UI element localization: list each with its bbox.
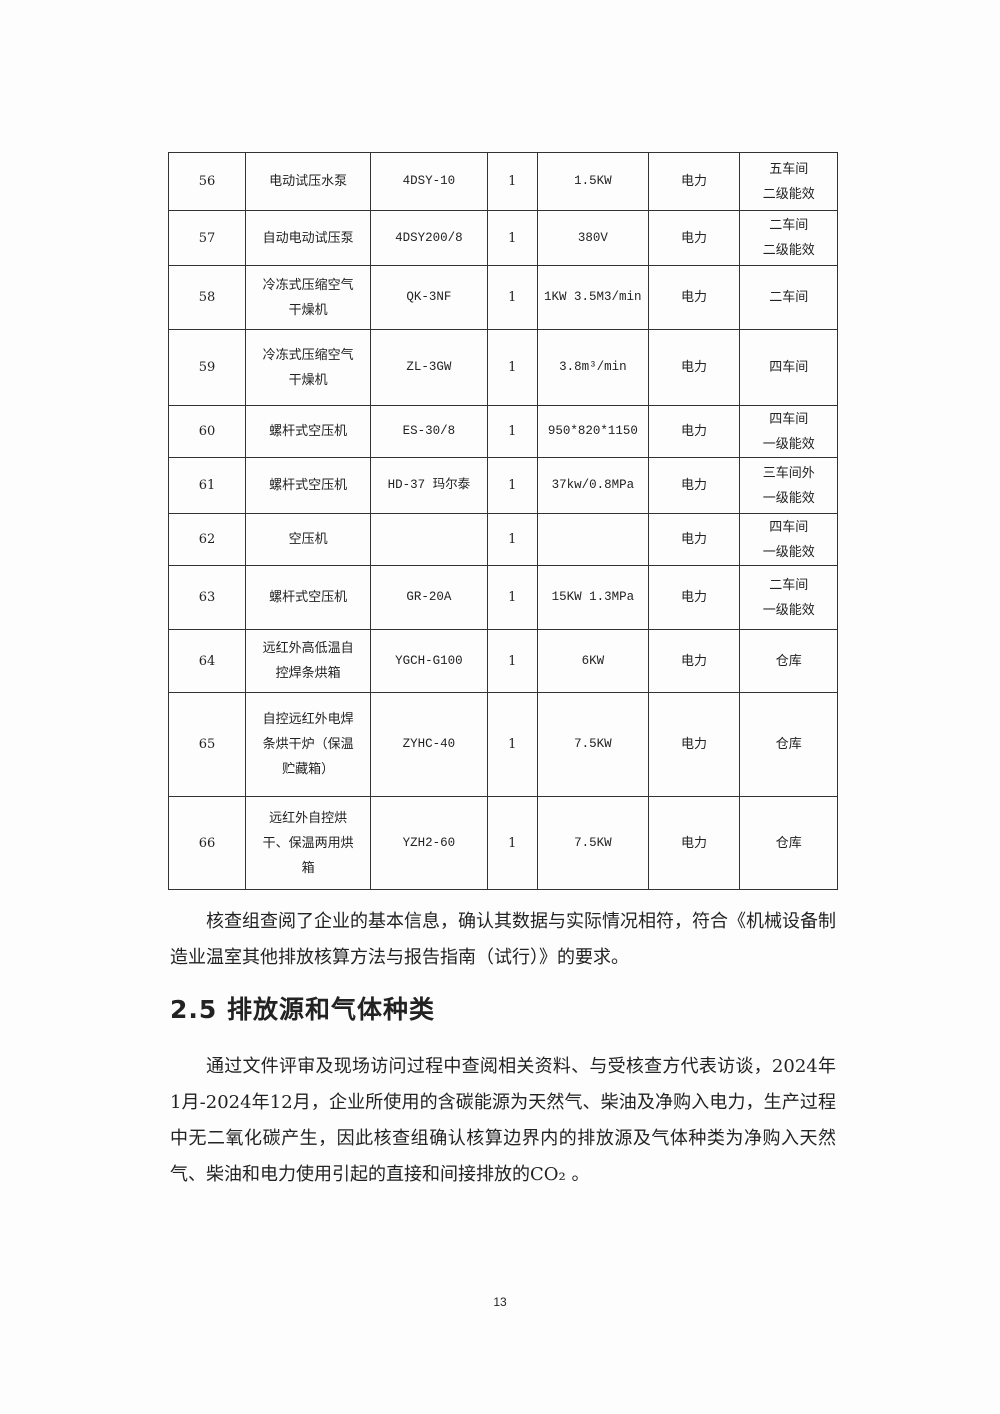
- cell-model: GR-20A: [370, 565, 488, 630]
- cell-location: 二车间: [739, 265, 838, 330]
- cell-location: 四车间 一级能效: [739, 513, 838, 566]
- cell-specification: [536, 513, 649, 566]
- table-row: 57 自动电动试压泵 4DSY200/8 1 380V 电力 二车间 二级能效: [167, 210, 838, 266]
- cell-energy-type: 电力: [647, 629, 741, 693]
- table-row: 64 远红外高低温自 控焊条烘箱 YGCH-G100 1 6KW 电力 仓库: [167, 629, 838, 693]
- cell-equipment-name: 螺杆式空压机: [245, 457, 372, 514]
- cell-energy-type: 电力: [647, 405, 741, 458]
- cell-specification: 7.5KW: [536, 692, 649, 797]
- cell-specification: 7.5KW: [536, 796, 649, 890]
- cell-energy-type: 电力: [647, 329, 741, 406]
- cell-equipment-name: 电动试压水泵: [245, 152, 372, 211]
- cell-quantity: 1: [486, 457, 538, 514]
- cell-equipment-name: 自控远红外电焊 条烘干炉（保温 贮藏箱）: [245, 692, 372, 797]
- cell-location: 仓库: [739, 629, 838, 693]
- cell-model: HD-37 玛尔泰: [370, 457, 488, 514]
- cell-quantity: 1: [486, 152, 538, 211]
- equipment-table: 56 电动试压水泵 4DSY-10 1 1.5KW 电力 五车间 二级能效 57 自动电动试压泵…: [167, 152, 838, 890]
- cell-specification: 15KW 1.3MPa: [536, 565, 649, 630]
- cell-row-number: 58: [167, 265, 247, 330]
- cell-location: 仓库: [739, 796, 838, 890]
- verification-paragraph: 核查组查阅了企业的基本信息，确认其数据与实际情况相符，符合《机械设备制造业温室其…: [170, 911, 836, 968]
- page-number: 13: [493, 1295, 507, 1309]
- cell-specification: 6KW: [536, 629, 649, 693]
- cell-quantity: 1: [486, 210, 538, 266]
- cell-quantity: 1: [486, 796, 538, 890]
- table-row: 56 电动试压水泵 4DSY-10 1 1.5KW 电力 五车间 二级能效: [167, 152, 838, 211]
- cell-model: QK-3NF: [370, 265, 488, 330]
- table-row: 61 螺杆式空压机 HD-37 玛尔泰 1 37kw/0.8MPa 电力 三车间外 一级能效: [167, 457, 838, 514]
- cell-location: 二车间 一级能效: [739, 565, 838, 630]
- emission-sources-paragraph: 通过文件评审及现场访问过程中查阅相关资料、与受核查方代表访谈，2024年1月-2…: [170, 1056, 836, 1185]
- cell-energy-type: 电力: [647, 513, 741, 566]
- cell-location: 四车间 一级能效: [739, 405, 838, 458]
- cell-row-number: 57: [167, 210, 247, 266]
- table-row: 59 冷冻式压缩空气 干燥机 ZL-3GW 1 3.8m³/min 电力 四车间: [167, 329, 838, 406]
- cell-energy-type: 电力: [647, 210, 741, 266]
- cell-model: ES-30/8: [370, 405, 488, 458]
- cell-model: ZYHC-40: [370, 692, 488, 797]
- cell-quantity: 1: [486, 513, 538, 566]
- cell-energy-type: 电力: [647, 796, 741, 890]
- cell-specification: 3.8m³/min: [536, 329, 649, 406]
- table-row: 62 空压机 1 电力 四车间 一级能效: [167, 513, 838, 566]
- cell-energy-type: 电力: [647, 152, 741, 211]
- cell-row-number: 60: [167, 405, 247, 458]
- cell-row-number: 62: [167, 513, 247, 566]
- cell-quantity: 1: [486, 629, 538, 693]
- cell-row-number: 61: [167, 457, 247, 514]
- cell-location: 四车间: [739, 329, 838, 406]
- cell-equipment-name: 自动电动试压泵: [245, 210, 372, 266]
- cell-quantity: 1: [486, 692, 538, 797]
- cell-specification: 950*820*1150: [536, 405, 649, 458]
- cell-equipment-name: 远红外高低温自 控焊条烘箱: [245, 629, 372, 693]
- cell-model: YGCH-G100: [370, 629, 488, 693]
- cell-energy-type: 电力: [647, 692, 741, 797]
- cell-energy-type: 电力: [647, 265, 741, 330]
- cell-row-number: 56: [167, 152, 247, 211]
- cell-model: YZH2-60: [370, 796, 488, 890]
- cell-equipment-name: 冷冻式压缩空气 干燥机: [245, 329, 372, 406]
- cell-equipment-name: 螺杆式空压机: [245, 405, 372, 458]
- cell-specification: 1.5KW: [536, 152, 649, 211]
- cell-quantity: 1: [486, 565, 538, 630]
- table-row: 65 自控远红外电焊 条烘干炉（保温 贮藏箱） ZYHC-40 1 7.5KW 电力 仓库: [167, 692, 838, 797]
- cell-location: 仓库: [739, 692, 838, 797]
- cell-model: 4DSY-10: [370, 152, 488, 211]
- cell-equipment-name: 冷冻式压缩空气 干燥机: [245, 265, 372, 330]
- cell-location: 三车间外 一级能效: [739, 457, 838, 514]
- cell-quantity: 1: [486, 405, 538, 458]
- cell-equipment-name: 空压机: [245, 513, 372, 566]
- cell-row-number: 59: [167, 329, 247, 406]
- cell-row-number: 65: [167, 692, 247, 797]
- cell-model: [370, 513, 488, 566]
- cell-row-number: 64: [167, 629, 247, 693]
- cell-location: 五车间 二级能效: [739, 152, 838, 211]
- table-row: 66 远红外自控烘 干、保温两用烘 箱 YZH2-60 1 7.5KW 电力 仓库: [167, 796, 838, 890]
- cell-model: 4DSY200/8: [370, 210, 488, 266]
- cell-location: 二车间 二级能效: [739, 210, 838, 266]
- cell-quantity: 1: [486, 265, 538, 330]
- cell-row-number: 63: [167, 565, 247, 630]
- cell-specification: 1KW 3.5M3/min: [536, 265, 649, 330]
- cell-equipment-name: 远红外自控烘 干、保温两用烘 箱: [245, 796, 372, 890]
- cell-quantity: 1: [486, 329, 538, 406]
- cell-energy-type: 电力: [647, 457, 741, 514]
- cell-equipment-name: 螺杆式空压机: [245, 565, 372, 630]
- cell-energy-type: 电力: [647, 565, 741, 630]
- cell-row-number: 66: [167, 796, 247, 890]
- table-row: 58 冷冻式压缩空气 干燥机 QK-3NF 1 1KW 3.5M3/min 电力 二车间: [167, 265, 838, 330]
- table-row: 63 螺杆式空压机 GR-20A 1 15KW 1.3MPa 电力 二车间 一级能效: [167, 565, 838, 630]
- cell-specification: 380V: [536, 210, 649, 266]
- table-row: 60 螺杆式空压机 ES-30/8 1 950*820*1150 电力 四车间 一级能效: [167, 405, 838, 458]
- cell-model: ZL-3GW: [370, 329, 488, 406]
- section-heading: 2.5 排放源和气体种类: [170, 995, 435, 1024]
- cell-specification: 37kw/0.8MPa: [536, 457, 649, 514]
